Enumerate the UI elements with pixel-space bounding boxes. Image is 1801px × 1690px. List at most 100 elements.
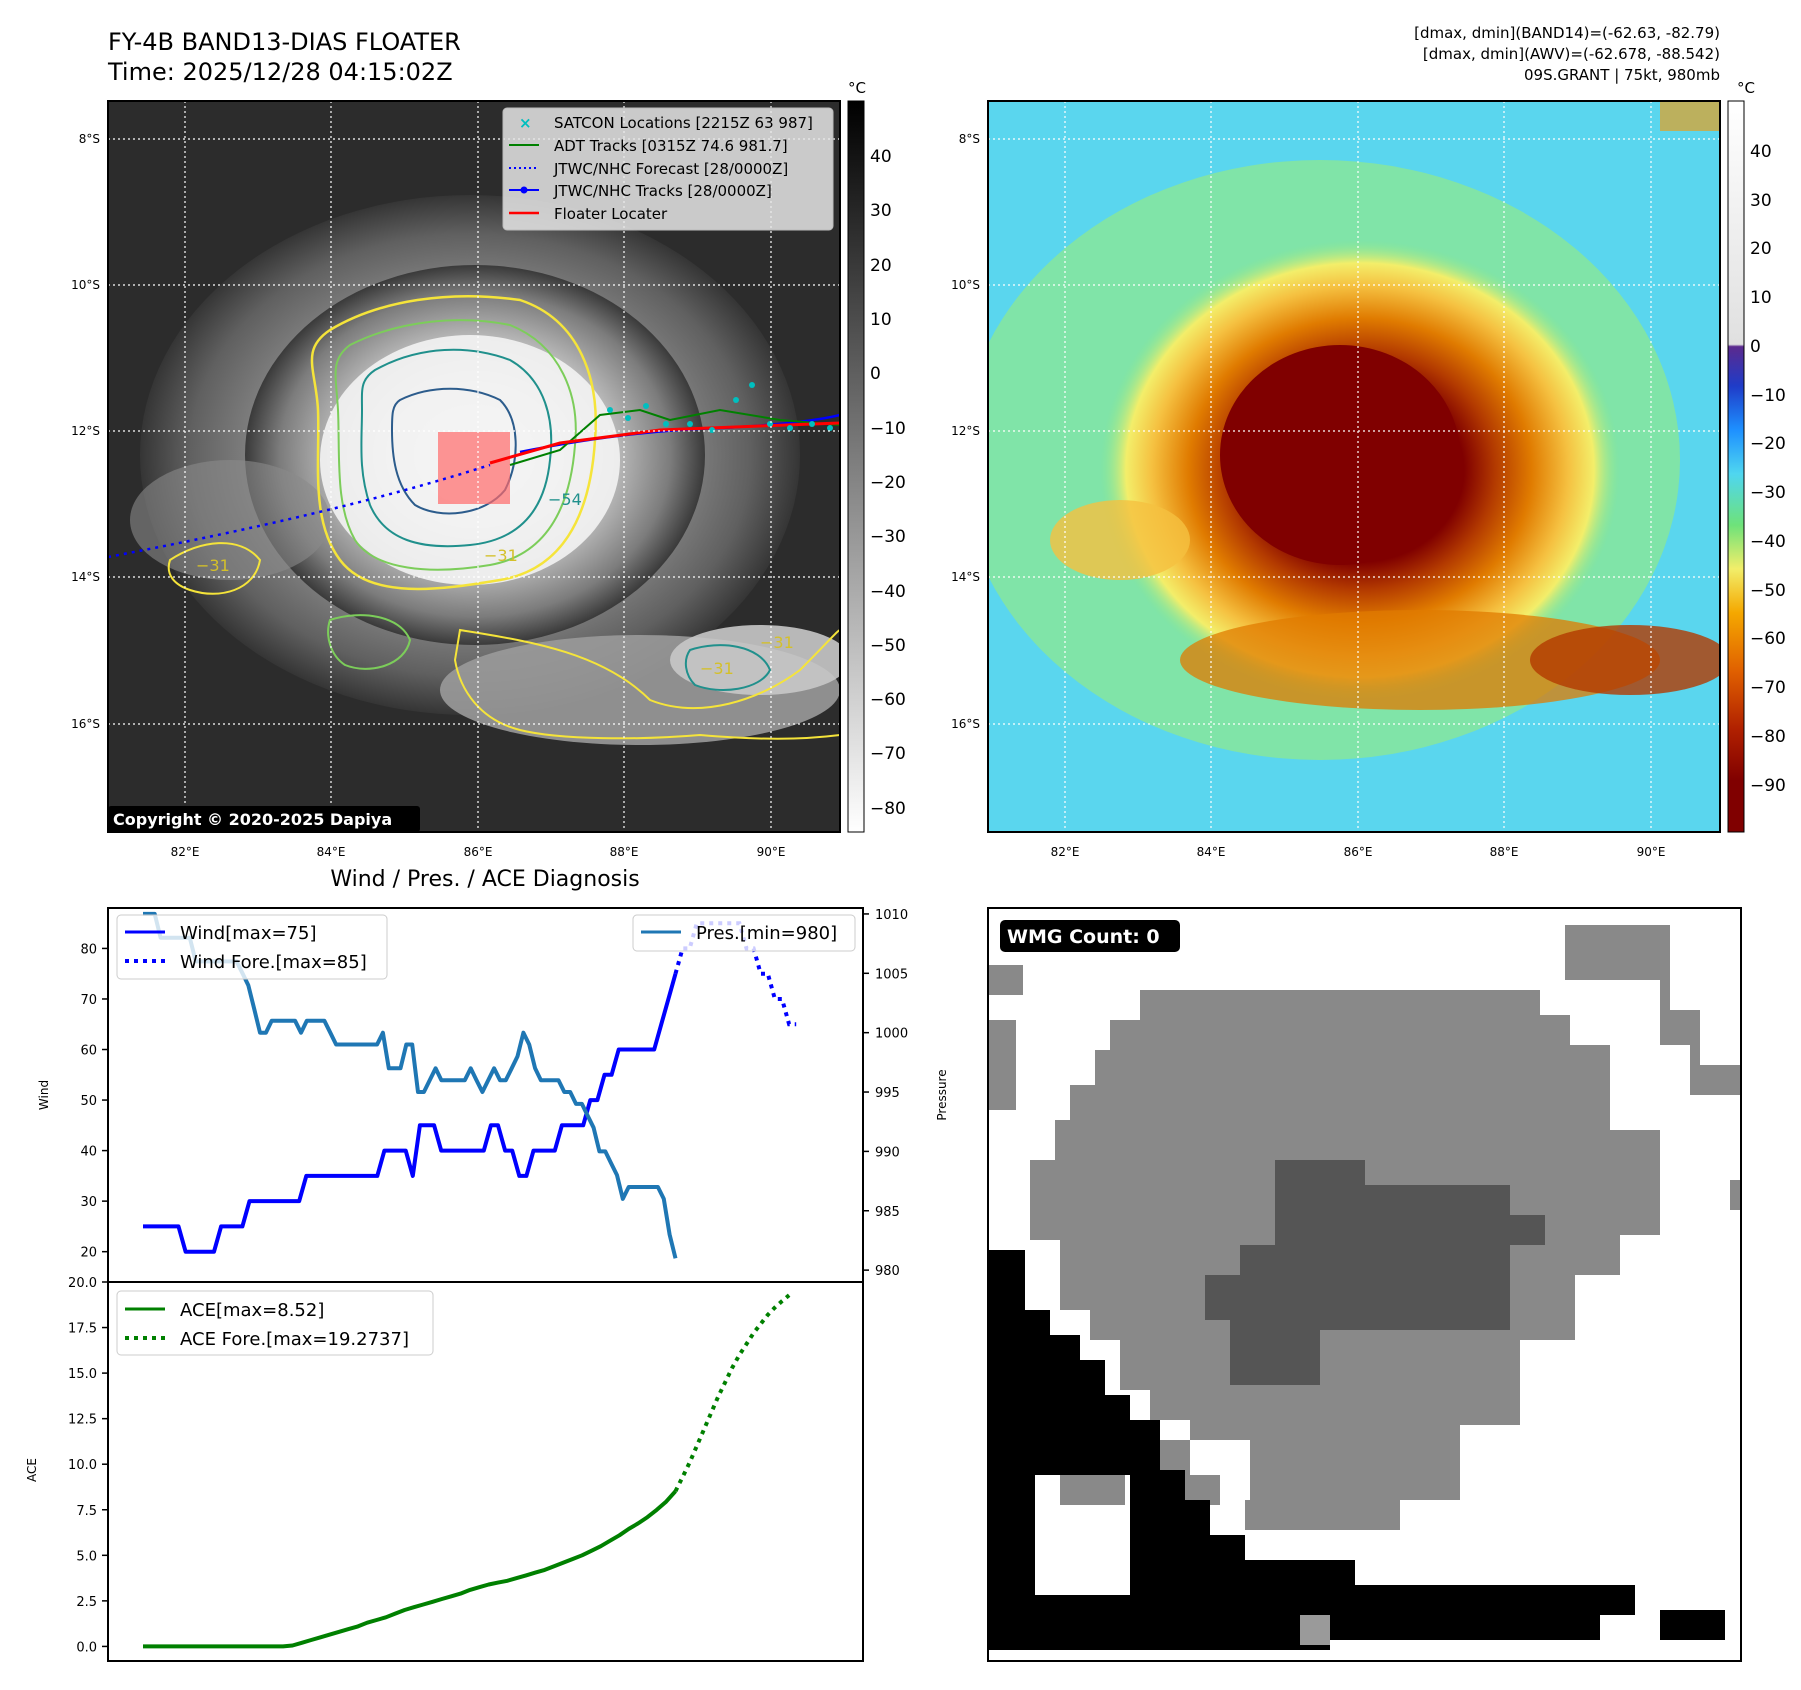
- pressure-axis-label: Pressure: [935, 1069, 949, 1120]
- color-lon-tick-82e: 82°E: [1051, 845, 1080, 859]
- ir-lat-tick-12s: 12°S: [71, 424, 100, 438]
- ace-forecast-line: [673, 1293, 791, 1493]
- band14-range: [dmax, dmin](BAND14)=(-62.63, -82.79): [1414, 24, 1720, 42]
- svg-text:Floater Locater: Floater Locater: [554, 205, 668, 223]
- pressure-ytick-label: 1005: [875, 967, 908, 982]
- color-lat-tick-10s: 10°S: [951, 278, 980, 292]
- color-colorbar-unit: °C: [1737, 79, 1755, 97]
- ir-lat-ticks: 8°S 10°S 12°S 14°S 16°S: [71, 132, 100, 731]
- ace-ytick-label: 0.0: [76, 1640, 97, 1655]
- color-colorbar: °C 40 30 20 10 0 −10 −20 −30 −40 −50 −60…: [1727, 79, 1786, 833]
- ir-lat-tick-10s: 10°S: [71, 278, 100, 292]
- color-cb-tick: −90: [1750, 776, 1786, 796]
- ace-line: [143, 1489, 677, 1649]
- ace-ytick-label: 7.5: [76, 1504, 97, 1519]
- ace-forecast-legend-label: ACE Fore.[max=19.2737]: [180, 1329, 409, 1350]
- wmg-panel: WMG Count: 0: [987, 907, 1742, 1662]
- wind-legend-label: Wind[max=75]: [180, 923, 317, 944]
- wind-ytick-label: 60: [80, 1044, 97, 1059]
- legend-floater: Floater Locater: [509, 205, 668, 223]
- color-cb-tick: 40: [1750, 142, 1772, 162]
- legend-satcon: × SATCON Locations [2215Z 63 987]: [519, 114, 813, 132]
- color-cb-tick: −30: [1750, 483, 1786, 503]
- color-lat-ticks: 8°S 10°S 12°S 14°S 16°S: [951, 132, 980, 731]
- figure-title: FY-4B BAND13-DIAS FLOATER: [108, 28, 461, 56]
- ir-cb-tick: −20: [870, 473, 906, 493]
- color-gridlines: [988, 101, 1720, 832]
- ir-lon-tick-90e: 90°E: [757, 845, 786, 859]
- ir-cb-tick: −10: [870, 419, 906, 439]
- awv-range: [dmax, dmin](AWV)=(-62.678, -88.542): [1423, 45, 1720, 63]
- color-cb-tick: −20: [1750, 434, 1786, 454]
- color-cb-tick: −10: [1750, 386, 1786, 406]
- contour-label-3: −31: [700, 659, 734, 678]
- wind-ytick-label: 30: [80, 1195, 97, 1210]
- ace-legend-label: ACE[max=8.52]: [180, 1300, 324, 1321]
- color-colorbar-ticks: 40 30 20 10 0 −10 −20 −30 −40 −50 −60 −7…: [1750, 142, 1786, 796]
- wmg-count-badge: [1000, 920, 1180, 952]
- wind-ytick-label: 70: [80, 993, 97, 1008]
- ace-ytick-label: 2.5: [76, 1595, 97, 1610]
- ace-ytick-label: 17.5: [68, 1322, 97, 1337]
- color-map-panel: 8°S 10°S 12°S 14°S 16°S 82°E 84°E 86°E 8…: [951, 79, 1786, 859]
- color-cb-tick: 10: [1750, 288, 1772, 308]
- pressure-ytick-label: 985: [875, 1205, 900, 1220]
- pressure-legend-label: Pres.[min=980]: [696, 923, 837, 944]
- ace-ytick-label: 5.0: [76, 1549, 97, 1564]
- ace-legend: ACE[max=8.52] ACE Fore.[max=19.2737]: [116, 1290, 434, 1356]
- ir-lat-tick-14s: 14°S: [71, 570, 100, 584]
- ir-cb-tick: 40: [870, 147, 892, 167]
- pressure-ytick-label: 980: [875, 1264, 900, 1279]
- color-cb-tick: 0: [1750, 337, 1761, 357]
- ir-lat-tick-16s: 16°S: [71, 717, 100, 731]
- ir-cb-tick: 20: [870, 256, 892, 276]
- pressure-legend: Pres.[min=980]: [632, 914, 856, 952]
- wind-ytick-label: 40: [80, 1145, 97, 1160]
- floater-track: [489, 421, 840, 465]
- legend-best-track: JTWC/NHC Tracks [28/0000Z]: [509, 182, 772, 200]
- wind-ytick-label: 50: [80, 1094, 97, 1109]
- ir-lon-ticks: 82°E 84°E 86°E 88°E 90°E: [171, 845, 786, 859]
- pressure-ytick-label: 1010: [875, 908, 908, 923]
- figure-time: Time: 2025/12/28 04:15:02Z: [107, 58, 453, 86]
- wind-axis-label: Wind: [37, 1080, 51, 1110]
- color-cb-tick: −40: [1750, 532, 1786, 552]
- legend-adt: ADT Tracks [0315Z 74.6 981.7]: [509, 137, 788, 155]
- ir-cb-tick: −50: [870, 636, 906, 656]
- color-lat-tick-8s: 8°S: [959, 132, 980, 146]
- forecast-track: [108, 463, 491, 559]
- color-lon-ticks: 82°E 84°E 86°E 88°E 90°E: [1051, 845, 1666, 859]
- color-lon-tick-84e: 84°E: [1197, 845, 1226, 859]
- copyright-text: Copyright © 2020-2025 Dapiya: [113, 810, 392, 829]
- color-lon-tick-88e: 88°E: [1490, 845, 1519, 859]
- diagnosis-title: Wind / Pres. / ACE Diagnosis: [330, 867, 639, 892]
- ir-cb-tick: −40: [870, 582, 906, 602]
- ir-cb-tick: −70: [870, 744, 906, 764]
- color-lon-tick-86e: 86°E: [1344, 845, 1373, 859]
- ir-colorbar: °C 40 30 20 10 0 −10 −20 −30 −40 −50 −60…: [847, 79, 906, 833]
- ace-ytick-label: 20.0: [68, 1276, 97, 1291]
- wind-ytick-label: 80: [80, 942, 97, 957]
- storm-info: 09S.GRANT | 75kt, 980mb: [1524, 66, 1720, 84]
- ace-ytick-label: 12.5: [68, 1413, 97, 1428]
- color-cb-tick: −70: [1750, 678, 1786, 698]
- color-cb-tick: −60: [1750, 629, 1786, 649]
- ir-cb-tick: −30: [870, 527, 906, 547]
- ace-axis-label: ACE: [25, 1458, 39, 1482]
- wind-forecast-legend-label: Wind Fore.[max=85]: [180, 952, 367, 973]
- color-imagery: [988, 101, 1720, 832]
- ir-map-panel: −31 −31 −31 −31 −54: [71, 79, 906, 859]
- color-cb-tick: −80: [1750, 727, 1786, 747]
- ir-cb-tick: −60: [870, 690, 906, 710]
- svg-text:JTWC/NHC Forecast [28/0000Z]: JTWC/NHC Forecast [28/0000Z]: [553, 160, 788, 178]
- svg-text:JTWC/NHC Tracks [28/0000Z]: JTWC/NHC Tracks [28/0000Z]: [553, 182, 772, 200]
- floater-box: [438, 432, 510, 504]
- ir-lon-tick-82e: 82°E: [171, 845, 200, 859]
- wmg-count-label: WMG Count: 0: [1007, 926, 1160, 948]
- ir-lon-tick-88e: 88°E: [610, 845, 639, 859]
- adt-track: [509, 408, 840, 466]
- ir-colorbar-ticks: 40 30 20 10 0 −10 −20 −30 −40 −50 −60 −7…: [870, 147, 906, 819]
- ir-lon-tick-84e: 84°E: [317, 845, 346, 859]
- copyright-badge: [108, 806, 420, 832]
